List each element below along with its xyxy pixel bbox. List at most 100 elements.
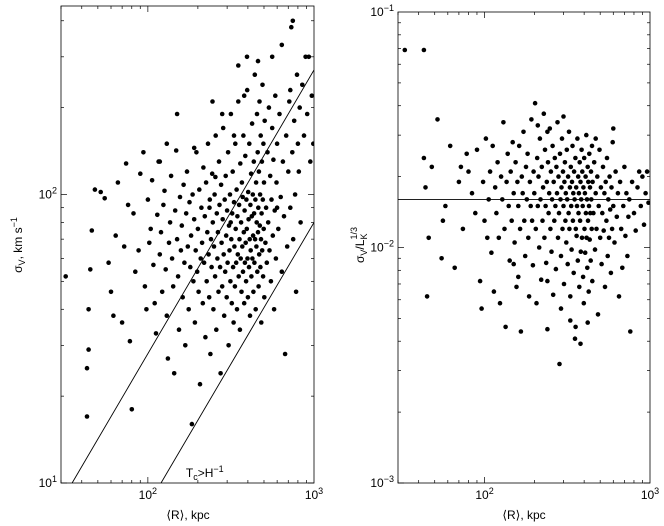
right-scatter-point xyxy=(516,143,522,149)
right-scatter-point xyxy=(638,203,644,209)
right-scatter-point xyxy=(621,203,626,209)
left-scatter-point xyxy=(157,159,163,164)
left-scatter-point xyxy=(125,202,131,208)
right-scatter-point xyxy=(498,174,504,179)
left-reference-line-1 xyxy=(71,69,314,483)
right-scatter-point xyxy=(553,266,559,272)
left-annotation-base: T xyxy=(186,466,194,480)
right-scatter-point xyxy=(402,47,408,53)
right-scatter-point xyxy=(600,210,605,216)
right-scatter-point xyxy=(543,203,548,209)
right-scatter-point xyxy=(491,289,497,294)
left-scatter-point xyxy=(92,187,98,192)
right-scatter-point xyxy=(589,197,594,202)
right-scatter-point xyxy=(559,185,564,190)
left-scatter-point xyxy=(265,220,271,225)
left-scatter-point xyxy=(259,320,264,325)
left-scatter-point xyxy=(300,82,305,88)
left-scatter-point xyxy=(247,313,253,319)
left-scatter-point xyxy=(232,244,237,249)
left-scatter-point xyxy=(295,141,301,146)
left-scatter-point xyxy=(127,338,133,344)
left-scatter-point xyxy=(179,223,185,228)
right-scatter-point xyxy=(548,169,554,174)
right-scatter-point xyxy=(583,174,588,179)
right-scatter-point xyxy=(641,222,647,227)
right-scatter-point xyxy=(581,155,587,161)
left-scatter-point xyxy=(88,267,93,272)
left-scatter-point xyxy=(221,313,227,319)
left-scatter-point xyxy=(271,307,277,312)
left-scatter-point xyxy=(148,226,153,232)
left-scatter-point xyxy=(259,211,264,216)
left-scatter-point xyxy=(261,180,267,185)
right-scatter-point xyxy=(590,278,595,284)
right-scatter-point xyxy=(585,320,590,325)
left-scatter-point xyxy=(129,407,135,412)
left-scatter-point xyxy=(133,269,138,275)
right-scatter-point xyxy=(458,164,464,170)
left-annotation: Tc>H−1 xyxy=(186,464,224,482)
left-scatter-point xyxy=(183,343,188,348)
right-scatter-point xyxy=(604,155,610,161)
right-scatter-point xyxy=(557,151,563,157)
left-scatter-point xyxy=(177,194,183,200)
right-scatter-point xyxy=(529,218,535,223)
right-scatter-point xyxy=(617,179,623,185)
left-y-tick-label: 102 xyxy=(39,185,57,201)
right-scatter-point xyxy=(567,185,573,190)
right-scatter-point xyxy=(534,300,539,306)
left-scatter-point xyxy=(185,244,191,249)
right-y-tick-label: 10−1 xyxy=(370,3,394,19)
right-scatter-point xyxy=(578,197,584,202)
left-scatter-point xyxy=(255,229,261,235)
right-scatter-point xyxy=(602,190,607,196)
right-scatter-point xyxy=(556,174,561,179)
right-scatter-point xyxy=(597,235,603,241)
right-scatter-point xyxy=(577,218,583,223)
right-scatter-point xyxy=(564,240,569,245)
left-scatter-point xyxy=(222,269,228,275)
right-scatter-point xyxy=(502,226,507,232)
left-scatter-point xyxy=(233,226,238,232)
right-scatter-point xyxy=(572,336,578,342)
right-y-tick-base: 10 xyxy=(370,476,384,490)
right-scatter-point xyxy=(575,258,581,263)
left-scatter-point xyxy=(199,205,204,210)
left-scatter-point xyxy=(259,248,265,253)
left-scatter-point xyxy=(233,260,239,266)
right-x-tick-label: 103 xyxy=(641,486,659,502)
left-scatter-point xyxy=(269,197,274,202)
left-scatter-point xyxy=(207,205,212,210)
right-scatter-point xyxy=(589,143,595,149)
right-scatter-point xyxy=(535,203,541,209)
right-scatter-point xyxy=(607,207,613,212)
right-scatter-point xyxy=(582,250,588,255)
left-scatter-point xyxy=(234,307,240,312)
left-scatter-point xyxy=(252,72,258,77)
right-scatter-point xyxy=(542,147,548,153)
right-scatter-point xyxy=(608,270,614,276)
left-scatter-point xyxy=(241,93,247,98)
left-scatter-point xyxy=(262,295,267,300)
right-scatter-point xyxy=(543,260,549,266)
right-scatter-point xyxy=(565,261,570,267)
left-scatter-point xyxy=(197,381,203,387)
right-y-tick-label: 10−3 xyxy=(370,474,394,490)
right-scatter-point xyxy=(581,185,586,190)
left-scatter-point xyxy=(255,58,261,64)
left-scatter-point xyxy=(229,236,234,242)
left-scatter-point xyxy=(111,313,116,319)
left-scatter-point xyxy=(279,269,285,275)
right-scatter-point xyxy=(577,160,582,165)
left-scatter-point xyxy=(225,150,231,155)
right-scatter-point xyxy=(598,185,604,190)
right-scatter-point xyxy=(568,164,574,170)
left-scatter-point xyxy=(123,161,129,166)
right-scatter-point xyxy=(533,226,539,232)
left-scatter-point xyxy=(303,54,308,60)
left-scatter-point xyxy=(215,229,221,235)
left-scatter-point xyxy=(249,121,255,126)
left-scatter-point xyxy=(220,125,226,131)
